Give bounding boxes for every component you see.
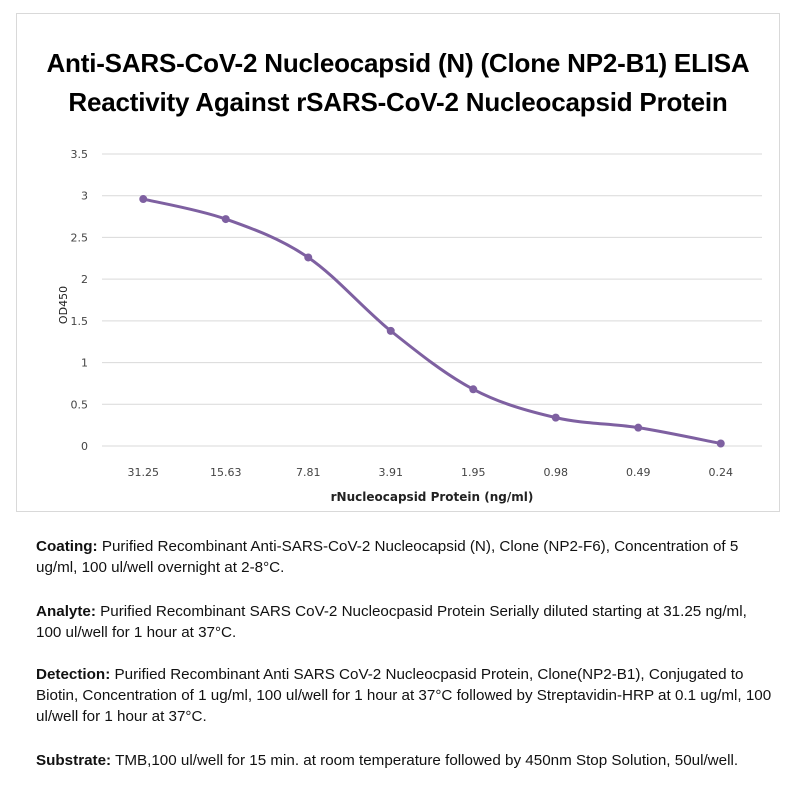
x-tick-label: 15.63 (210, 466, 242, 479)
x-tick-label: 1.95 (461, 466, 486, 479)
x-tick-label: 3.91 (379, 466, 404, 479)
x-tick-label: 0.98 (544, 466, 569, 479)
y-tick-label: 2.5 (71, 231, 89, 244)
data-point (469, 385, 478, 394)
series-line (141, 197, 723, 445)
analyte-text: Purified Recombinant SARS CoV-2 Nucleocp… (36, 603, 747, 641)
x-tick-label: 7.81 (296, 466, 321, 479)
detection-label: Detection: (36, 666, 111, 683)
y-tick-label: 1 (81, 357, 88, 370)
chart-panel: Anti-SARS-CoV-2 Nucleocapsid (N) (Clone … (16, 13, 780, 512)
data-point (304, 253, 313, 262)
data-point (551, 413, 560, 422)
x-axis-label: rNucleocapsid Protein (ng/ml) (331, 490, 534, 504)
coating-label: Coating: (36, 538, 98, 555)
data-point (139, 195, 148, 204)
data-point (221, 215, 230, 224)
data-point (634, 423, 643, 432)
y-tick-label: 2 (81, 273, 88, 286)
chart-title-line-1: Anti-SARS-CoV-2 Nucleocapsid (N) (Clone … (46, 48, 750, 78)
analyte-label: Analyte: (36, 603, 96, 620)
coating-note: Coating: Purified Recombinant Anti-SARS-… (36, 536, 776, 578)
chart-plot: 0 0.5 1 1.5 2 2.5 3 3.5 31.25 15.63 7.81 3.91 1.95 0.… (57, 148, 762, 504)
data-point (716, 439, 725, 448)
analyte-note: Analyte: Purified Recombinant SARS CoV-2… (36, 601, 776, 643)
chart-title-line-2: Reactivity Against rSARS-CoV-2 Nucleocap… (68, 87, 728, 117)
y-tick-label: 0.5 (71, 398, 89, 411)
detection-text: Purified Recombinant Anti SARS CoV-2 Nuc… (36, 666, 772, 725)
y-tick-label: 0 (81, 440, 88, 453)
x-tick-label: 0.24 (709, 466, 734, 479)
substrate-text: TMB,100 ul/well for 15 min. at room temp… (115, 752, 739, 769)
data-point (386, 326, 395, 335)
detection-note: Detection: Purified Recombinant Anti SAR… (36, 664, 776, 727)
y-tick-label: 3 (81, 190, 88, 203)
coating-text: Purified Recombinant Anti-SARS-CoV-2 Nuc… (36, 538, 739, 576)
x-tick-label: 31.25 (128, 466, 160, 479)
y-tick-label: 3.5 (71, 148, 89, 161)
substrate-label: Substrate: (36, 752, 112, 769)
x-tick-label: 0.49 (626, 466, 651, 479)
y-tick-label: 1.5 (71, 315, 89, 328)
substrate-note: Substrate: TMB,100 ul/well for 15 min. a… (36, 750, 776, 771)
y-axis-label: OD450 (57, 286, 70, 324)
